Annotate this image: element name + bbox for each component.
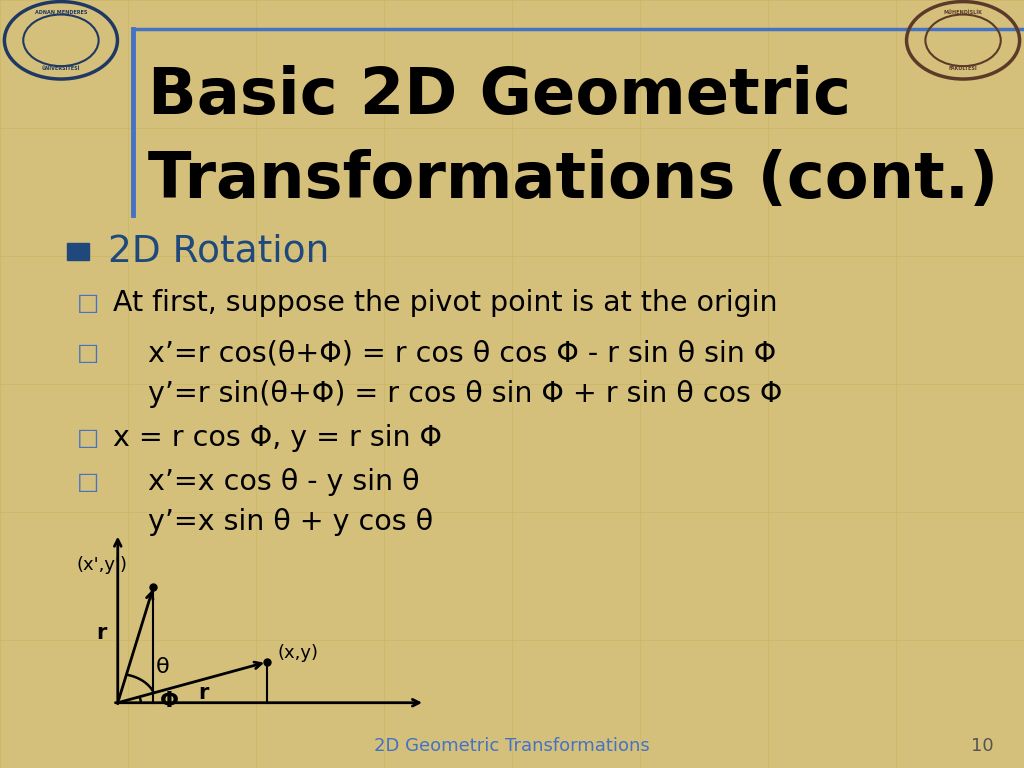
Text: At first, suppose the pivot point is at the origin: At first, suppose the pivot point is at … <box>113 290 777 317</box>
FancyBboxPatch shape <box>67 243 89 260</box>
Text: Transformations (cont.): Transformations (cont.) <box>148 150 998 211</box>
Text: FAKÜLTESİ: FAKÜLTESİ <box>948 66 978 71</box>
Text: □: □ <box>77 425 99 450</box>
Text: (x',y'): (x',y') <box>77 556 128 574</box>
Text: □: □ <box>77 470 99 495</box>
Text: Basic 2D Geometric: Basic 2D Geometric <box>148 65 852 127</box>
Text: (x,y): (x,y) <box>278 644 318 662</box>
Text: 2D Rotation: 2D Rotation <box>108 234 329 270</box>
Text: y’=r sin(θ+Φ) = r cos θ sin Φ + r sin θ cos Φ: y’=r sin(θ+Φ) = r cos θ sin Φ + r sin θ … <box>148 380 783 408</box>
Text: ÜNİVERSİTESİ: ÜNİVERSİTESİ <box>42 66 80 71</box>
Text: 10: 10 <box>971 737 993 756</box>
Text: x’=r cos(θ+Φ) = r cos θ cos Φ - r sin θ sin Φ: x’=r cos(θ+Φ) = r cos θ cos Φ - r sin θ … <box>148 339 777 367</box>
Text: x = r cos Φ, y = r sin Φ: x = r cos Φ, y = r sin Φ <box>113 424 441 452</box>
Text: □: □ <box>77 291 99 316</box>
Text: MÜHENDİSLİK: MÜHENDİSLİK <box>944 9 982 15</box>
Text: x’=x cos θ - y sin θ: x’=x cos θ - y sin θ <box>148 468 420 496</box>
Text: ADNAN MENDERES: ADNAN MENDERES <box>35 9 87 15</box>
Text: □: □ <box>77 341 99 366</box>
Text: Φ: Φ <box>160 691 179 711</box>
Text: θ: θ <box>156 657 170 677</box>
Text: r: r <box>96 623 108 643</box>
Text: 2D Geometric Transformations: 2D Geometric Transformations <box>374 737 650 756</box>
Text: r: r <box>199 684 209 703</box>
Text: y’=x sin θ + y cos θ: y’=x sin θ + y cos θ <box>148 508 433 536</box>
